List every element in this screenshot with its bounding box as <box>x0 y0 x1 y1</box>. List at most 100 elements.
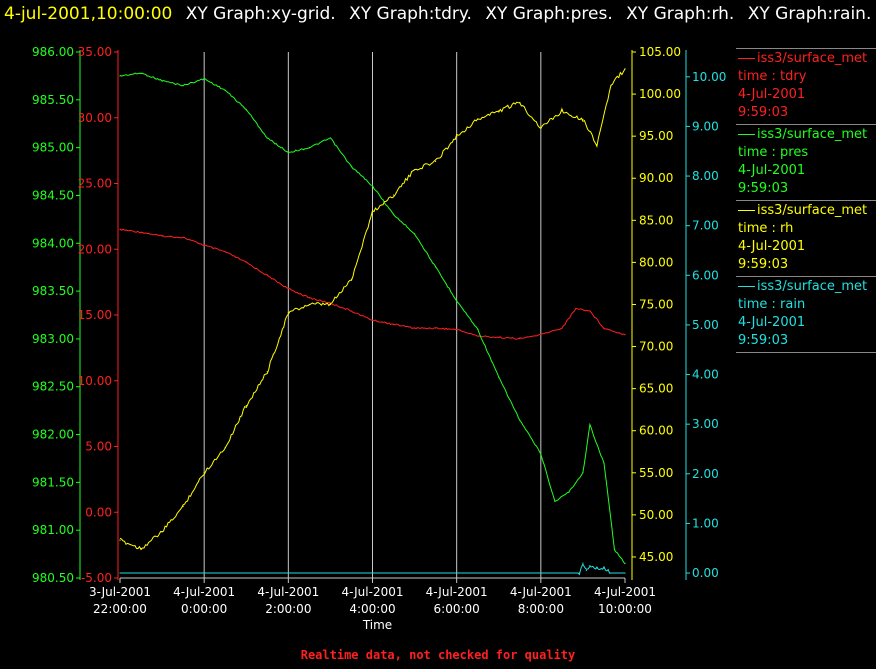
x-tick-label-date: 4-Jul-2001 <box>342 585 404 599</box>
data-point-rh <box>477 118 479 120</box>
data-point-tdry <box>203 244 205 246</box>
data-point-rh <box>498 110 500 112</box>
legend-line-pres <box>738 134 755 135</box>
legend-entry-pres[interactable]: iss3/surface_met time : pres 4-Jul-2001 … <box>736 124 876 200</box>
legend-variable-pres: time : pres <box>738 145 809 160</box>
y-tick-label-pres: 986.00 <box>32 45 74 59</box>
title-graph-rh: XY Graph:rh. <box>626 4 735 24</box>
legend-date-rh: 4-Jul-2001 <box>738 239 806 254</box>
data-point-tdry <box>624 334 626 336</box>
y-tick-label-rh: 100.00 <box>639 87 681 101</box>
data-point-pres <box>119 75 121 77</box>
data-point-tdry <box>435 327 437 329</box>
data-point-rh <box>582 118 584 120</box>
legend-line-rain <box>738 286 755 287</box>
legend-time-pres: 9:59:03 <box>738 181 789 196</box>
data-point-pres <box>554 500 556 503</box>
y-tick-label-rh: 90.00 <box>639 171 673 185</box>
x-axis-label: Time <box>362 618 392 632</box>
data-point-tdry <box>392 323 395 325</box>
data-point-rain <box>610 572 612 574</box>
legend-time-rain: 9:59:03 <box>738 333 789 348</box>
y-tick-label-pres: 981.50 <box>32 475 74 489</box>
y-tick-label-pres: 982.00 <box>32 428 74 442</box>
y-tick-label-tdry: 5.00 <box>85 440 112 454</box>
data-point-rh <box>392 194 395 196</box>
data-point-rain <box>589 564 591 567</box>
y-tick-label-pres: 983.00 <box>32 332 74 346</box>
y-tick-label-tdry: 25.00 <box>78 177 112 191</box>
x-tick-label-time: 10:00:00 <box>598 602 652 616</box>
y-tick-label-rh: 85.00 <box>639 213 673 227</box>
series-line-rh <box>119 68 626 551</box>
data-point-tdry <box>119 228 121 231</box>
data-point-rh <box>413 169 416 171</box>
title-graph-rain: XY Graph:rain. <box>747 4 872 24</box>
data-point-rh <box>561 110 563 112</box>
y-tick-label-rh: 105.00 <box>639 45 681 59</box>
data-point-tdry <box>498 336 500 338</box>
data-point-pres <box>519 419 521 421</box>
data-point-rh <box>350 278 353 280</box>
data-point-pres <box>329 137 332 139</box>
data-point-pres <box>540 453 542 455</box>
y-tick-label-rh: 45.00 <box>639 550 673 564</box>
data-point-rh <box>308 303 310 306</box>
data-point-tdry <box>589 310 591 312</box>
data-point-rh <box>245 404 247 407</box>
y-tick-label-rain: 7.00 <box>692 219 719 233</box>
data-point-pres <box>582 472 584 474</box>
data-point-pres <box>413 233 416 235</box>
x-tick-label-date: 3-Jul-2001 <box>89 585 151 599</box>
data-point-rh <box>456 135 458 137</box>
legend-date-pres: 4-Jul-2001 <box>738 163 806 178</box>
data-point-pres <box>182 84 184 87</box>
data-point-rh <box>540 127 542 129</box>
data-point-rh <box>119 539 121 541</box>
x-tick-label-date: 4-Jul-2001 <box>173 585 235 599</box>
y-tick-label-tdry: 20.00 <box>78 242 112 256</box>
data-point-rain <box>456 572 458 574</box>
y-tick-label-rain: 1.00 <box>692 516 719 530</box>
data-point-rain <box>582 562 584 564</box>
data-point-rh <box>140 547 142 550</box>
data-point-rh <box>371 211 374 213</box>
legend-date-tdry: 4-Jul-2001 <box>738 87 806 102</box>
legend: iss3/surface_met time : tdry 4-Jul-2001 … <box>736 48 876 354</box>
title-bar: 4-jul-2001,10:00:00 XY Graph:xy-grid. XY… <box>0 0 876 30</box>
data-point-rh <box>610 85 612 87</box>
data-point-rain <box>540 572 542 574</box>
data-point-tdry <box>287 288 289 290</box>
data-point-rain <box>585 569 588 572</box>
y-tick-label-pres: 980.50 <box>32 571 74 585</box>
title-graph-tdry: XY Graph:tdry. <box>349 4 472 24</box>
y-tick-label-rain: 5.00 <box>692 318 719 332</box>
quality-note: Realtime data, not checked for quality <box>300 648 576 662</box>
data-point-rain <box>603 567 605 569</box>
legend-source-tdry: iss3/surface_met <box>738 50 876 68</box>
data-point-pres <box>498 376 500 378</box>
data-point-rh <box>182 505 184 508</box>
y-tick-label-rh: 80.00 <box>639 255 673 269</box>
legend-line-rh <box>738 210 755 211</box>
data-point-tdry <box>561 327 563 329</box>
data-point-pres <box>224 89 226 91</box>
data-point-pres <box>371 185 374 187</box>
data-point-tdry <box>182 236 184 239</box>
data-point-pres <box>392 213 395 216</box>
y-tick-label-rain: 3.00 <box>692 417 719 431</box>
legend-source-rh: iss3/surface_met <box>738 202 876 220</box>
data-point-tdry <box>245 261 247 263</box>
data-point-tdry <box>308 297 310 299</box>
x-tick-label-time: 6:00:00 <box>434 602 480 616</box>
legend-entry-rh[interactable]: iss3/surface_met time : rh 4-Jul-2001 9:… <box>736 200 876 276</box>
legend-entry-tdry[interactable]: iss3/surface_met time : tdry 4-Jul-2001 … <box>736 48 876 124</box>
data-point-tdry <box>161 235 163 237</box>
title-timestamp: 4-jul-2001,10:00:00 <box>4 4 173 24</box>
data-point-tdry <box>371 319 374 321</box>
legend-variable-rain: time : rain <box>738 297 806 312</box>
x-tick-label-date: 4-Jul-2001 <box>257 585 319 599</box>
legend-entry-rain[interactable]: iss3/surface_met time : rain 4-Jul-2001 … <box>736 276 876 352</box>
data-point-tdry <box>477 335 479 337</box>
